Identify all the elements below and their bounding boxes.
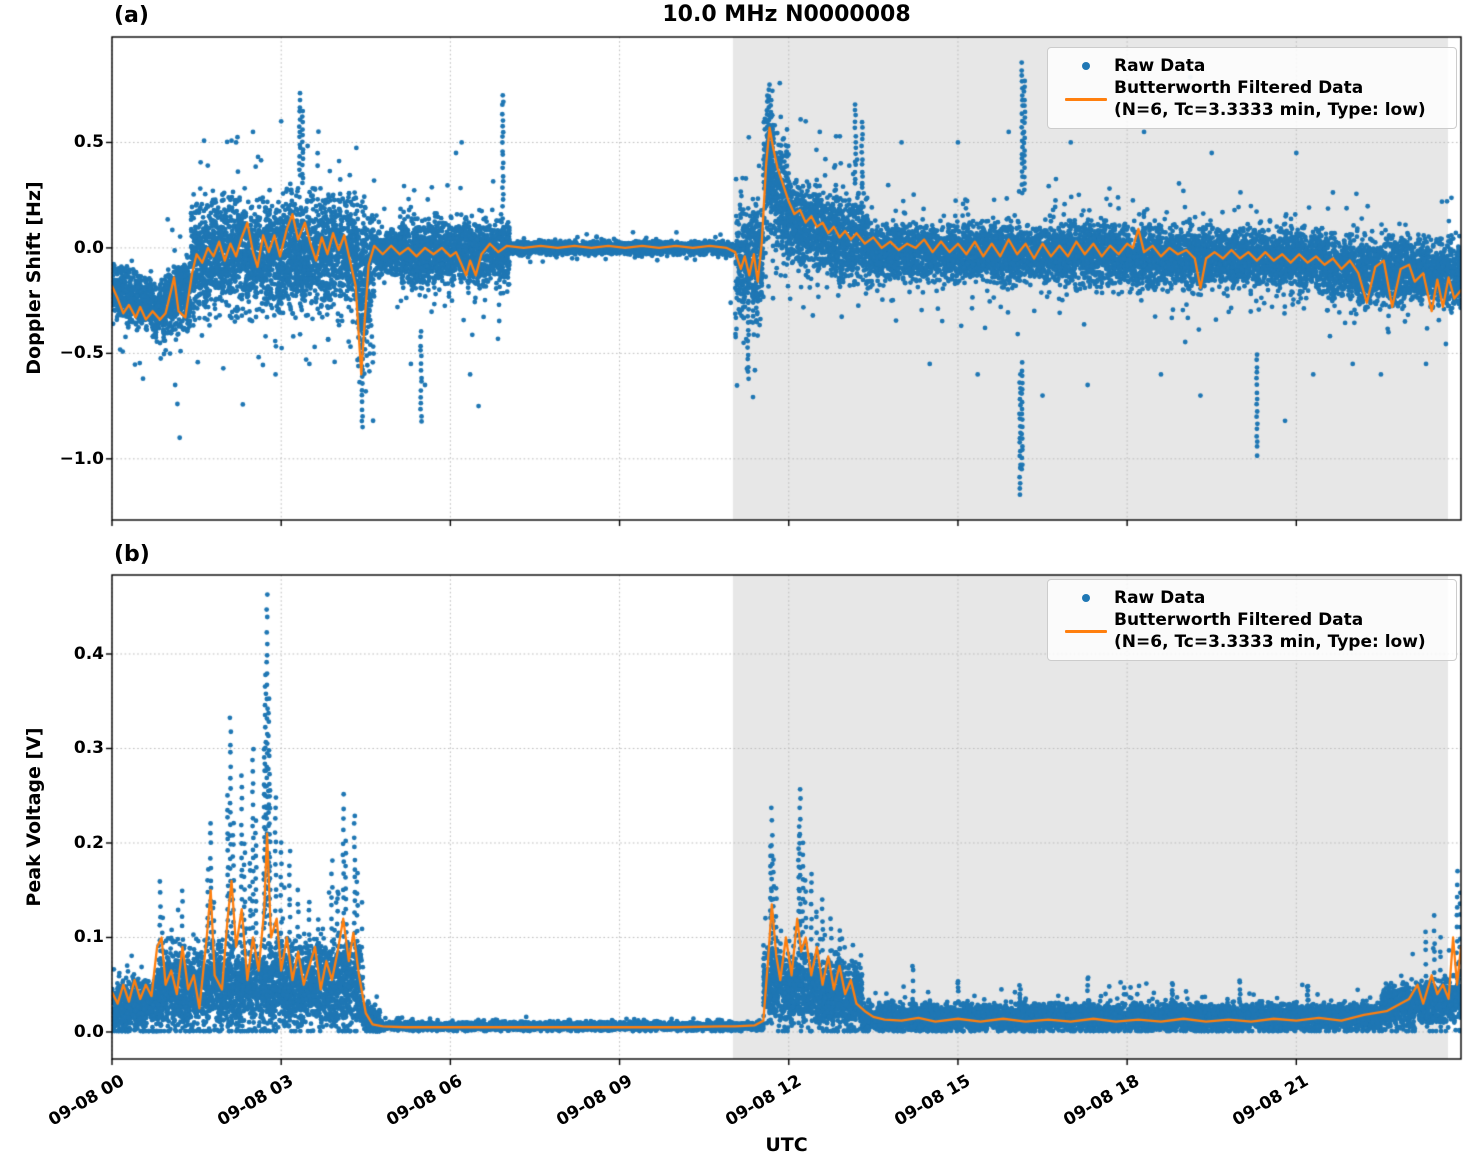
panel-a-y-tick-label: −0.5: [59, 343, 104, 364]
legend-filtered-row: Butterworth Filtered Data (N=6, Tc=3.333…: [1058, 609, 1448, 653]
legend-raw-label: Raw Data: [1114, 56, 1206, 76]
filtered-line-icon: [1058, 629, 1114, 633]
panel-b-legend: Raw Data Butterworth Filtered Data (N=6,…: [1047, 579, 1457, 661]
legend-filtered-label: Butterworth Filtered Data (N=6, Tc=3.333…: [1114, 610, 1426, 652]
panel-b-y-tick-label: 0.1: [73, 927, 104, 948]
panel-b-y-tick-label: 0.3: [73, 738, 104, 759]
legend-raw-row: Raw Data: [1058, 55, 1448, 77]
legend-filtered-label: Butterworth Filtered Data (N=6, Tc=3.333…: [1114, 78, 1426, 120]
raw-data-dot-icon: [1058, 594, 1114, 602]
panel-b-y-tick-label: 0.0: [73, 1021, 104, 1042]
panel-b-y-tick-label: 0.4: [73, 643, 104, 664]
x-axis-label: UTC: [765, 1134, 808, 1156]
figure-title: 10.0 MHz N0000008: [662, 2, 911, 27]
panel-a-y-tick-label: 0.5: [73, 132, 104, 153]
legend-raw-row: Raw Data: [1058, 587, 1448, 609]
filtered-line-icon: [1058, 97, 1114, 101]
panel-a-y-tick-label: 0.0: [73, 237, 104, 258]
legend-raw-label: Raw Data: [1114, 588, 1206, 608]
raw-data-dot-icon: [1058, 62, 1114, 70]
panel-b-letter: (b): [114, 542, 150, 567]
panel-b-y-tick-label: 0.2: [73, 832, 104, 853]
panel-a-letter: (a): [114, 3, 149, 28]
panel-a-y-tick-label: −1.0: [59, 448, 104, 469]
panel-a-legend: Raw Data Butterworth Filtered Data (N=6,…: [1047, 47, 1457, 129]
legend-filtered-row: Butterworth Filtered Data (N=6, Tc=3.333…: [1058, 77, 1448, 121]
